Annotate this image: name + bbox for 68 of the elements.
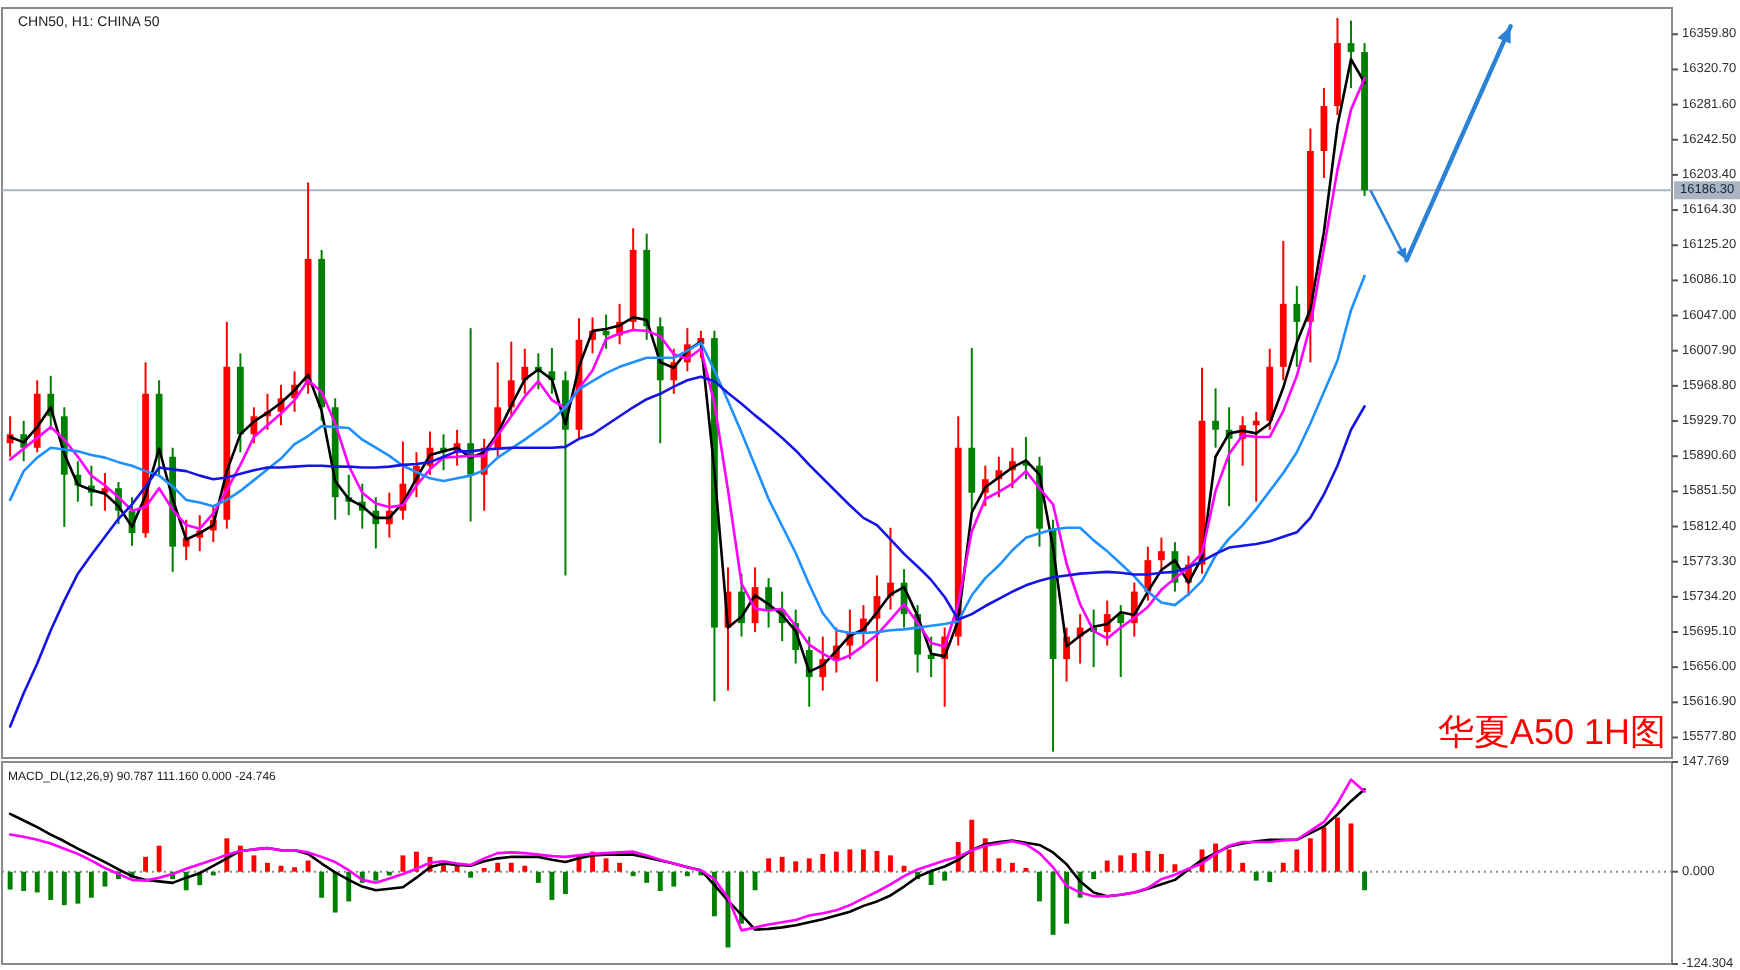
bar xyxy=(156,845,162,872)
bar xyxy=(1294,849,1300,872)
bar xyxy=(143,856,149,872)
bar xyxy=(305,860,311,872)
bar xyxy=(1321,827,1327,872)
bar xyxy=(1091,871,1097,880)
bar xyxy=(1307,838,1313,872)
bar xyxy=(495,862,501,872)
bar xyxy=(928,871,934,886)
bar xyxy=(617,862,623,872)
bar xyxy=(61,871,67,906)
bar xyxy=(75,871,81,904)
bar xyxy=(102,871,108,887)
bar xyxy=(942,871,948,881)
bar xyxy=(7,871,13,890)
bar xyxy=(657,871,663,892)
bar xyxy=(1118,855,1124,872)
bar xyxy=(847,849,853,872)
bar xyxy=(400,855,406,872)
text: 华夏A50 1H图 xyxy=(1437,712,1666,752)
bar xyxy=(508,862,514,872)
bar xyxy=(1226,849,1232,872)
bar xyxy=(766,858,772,872)
bar xyxy=(684,871,690,877)
bar xyxy=(630,871,636,877)
bar xyxy=(1009,862,1015,872)
bar xyxy=(671,871,677,887)
bar xyxy=(833,851,839,872)
bar xyxy=(522,865,528,872)
bar xyxy=(1158,853,1164,872)
bar xyxy=(332,871,338,913)
bar xyxy=(1037,871,1042,902)
bar xyxy=(860,849,866,872)
bar xyxy=(820,853,826,872)
bar xyxy=(549,871,555,900)
bar xyxy=(1253,871,1259,881)
bar xyxy=(1280,862,1286,872)
bar xyxy=(806,858,812,872)
bar xyxy=(1362,871,1367,891)
bar xyxy=(535,871,541,883)
bar xyxy=(969,819,975,872)
bar xyxy=(1335,817,1340,872)
bar xyxy=(373,871,379,881)
bar xyxy=(888,855,893,872)
bar xyxy=(468,871,474,878)
bar xyxy=(48,871,54,900)
bar xyxy=(1104,860,1110,872)
bar xyxy=(34,871,40,893)
bar xyxy=(1145,850,1151,872)
bar xyxy=(793,861,799,872)
bar xyxy=(603,858,609,872)
bar xyxy=(88,871,94,898)
bar xyxy=(644,871,650,883)
bar xyxy=(265,862,270,872)
bar xyxy=(251,855,257,872)
bar xyxy=(21,871,27,892)
bar xyxy=(996,858,1002,872)
bar xyxy=(739,871,744,924)
bar xyxy=(779,856,785,872)
bar xyxy=(454,865,460,872)
bar xyxy=(319,871,325,898)
bar xyxy=(1267,871,1273,883)
bar xyxy=(1064,871,1070,924)
bar xyxy=(1131,853,1137,872)
bar xyxy=(1172,864,1178,872)
line-series xyxy=(8,375,1366,728)
bar xyxy=(563,871,568,894)
bar xyxy=(1240,862,1246,872)
